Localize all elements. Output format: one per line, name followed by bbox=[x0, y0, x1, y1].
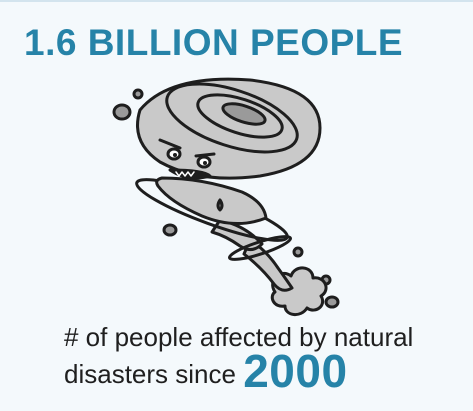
caption-line-2: disasters since 2000 bbox=[64, 348, 464, 394]
headline: 1.6 BILLION PEOPLE bbox=[24, 22, 404, 63]
year-highlight: 2000 bbox=[243, 345, 348, 397]
caption-line-1: # of people affected by natural bbox=[64, 322, 414, 352]
caption: # of people affected by natural disaster… bbox=[64, 320, 464, 394]
tornado-icon bbox=[112, 77, 340, 316]
caption-line-2-text: disasters since bbox=[64, 359, 236, 389]
